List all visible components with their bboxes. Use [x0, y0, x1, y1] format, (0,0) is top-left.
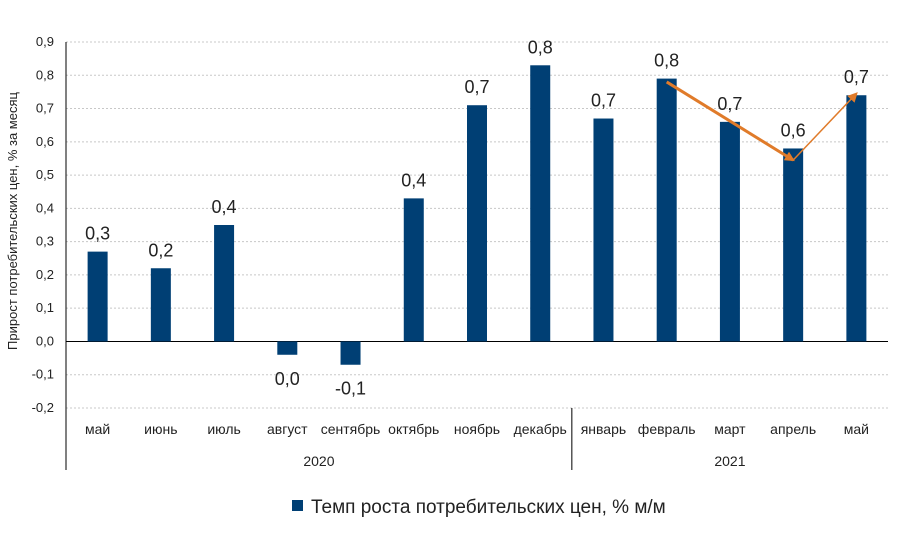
x-tick-label: июль: [207, 421, 240, 437]
data-label: 0,7: [717, 94, 742, 114]
bar: [214, 225, 235, 342]
bar: [467, 105, 487, 342]
annotations: [665, 80, 858, 162]
bar: [277, 341, 298, 355]
bar: [150, 268, 171, 342]
data-label: 0,7: [464, 77, 489, 97]
data-label: 0,8: [654, 51, 679, 71]
x-tick-label: июнь: [144, 421, 177, 437]
bar: [846, 95, 867, 342]
bar: [87, 251, 108, 342]
y-tick-label: 0,9: [36, 34, 54, 49]
bar: [593, 118, 614, 342]
x-tick-label: сентябрь: [321, 421, 381, 437]
x-tick-label: декабрь: [514, 421, 567, 437]
legend-label: Темп роста потребительских цен, % м/м: [311, 497, 666, 518]
data-labels: 0,3 0,2 0,4 0,0 -0,1 0,4 0,7 0,8 0,7 0,8 0,7 0,6 0,7: [85, 37, 869, 398]
bar: [530, 65, 551, 342]
data-label: 0,8: [528, 37, 553, 57]
y-tick-label: 0,5: [36, 167, 54, 182]
axes: -0,2 -0,1 0,0 0,1 0,2 0,3 0,4 0,5 0,6 0,7 0,8 0,9 ма…: [5, 34, 888, 470]
data-label: 0,0: [275, 369, 300, 389]
x-tick-label: апрель: [770, 421, 816, 437]
bar: [719, 121, 740, 342]
x-tick-label: январь: [581, 421, 626, 437]
legend: Темп роста потребительских цен, % м/м: [292, 497, 666, 518]
trend-arrow: [665, 80, 795, 162]
bar: [340, 341, 361, 365]
y-axis-title: Прирост потребительских цен, % за месяц: [5, 91, 20, 349]
x-tick-label: май: [85, 421, 110, 437]
y-tick-label: -0,1: [32, 367, 54, 382]
x-tick-label: август: [267, 421, 308, 437]
legend-swatch: [292, 500, 303, 511]
y-tick-label: 0,1: [36, 300, 54, 315]
data-label: 0,4: [401, 170, 426, 190]
y-tick-label: 0,6: [36, 134, 54, 149]
y-tick-label: -0,2: [32, 400, 54, 415]
y-tick-label: 0,8: [36, 67, 54, 82]
data-label: 0,4: [212, 197, 237, 217]
data-label: -0,1: [335, 379, 366, 399]
x-tick-label: октябрь: [388, 421, 439, 437]
y-tick-label: 0,7: [36, 101, 54, 116]
year-group-label: 2021: [714, 453, 745, 469]
bar: [783, 148, 804, 342]
data-label: 0,6: [781, 120, 806, 140]
x-tick-label: февраль: [638, 421, 696, 437]
y-tick-label: 0,3: [36, 234, 54, 249]
data-label: 0,7: [844, 67, 869, 87]
bars: [87, 65, 867, 365]
y-tick-label: 0,4: [36, 200, 54, 215]
bar: [656, 78, 677, 342]
y-tick-label: 0,2: [36, 267, 54, 282]
data-label: 0,2: [148, 240, 173, 260]
trend-arrow: [792, 92, 858, 161]
data-label: 0,3: [85, 224, 110, 244]
x-tick-label: март: [714, 421, 746, 437]
year-group-label: 2020: [303, 453, 334, 469]
gridlines: [66, 41, 888, 409]
data-label: 0,7: [591, 91, 616, 111]
y-tick-label: 0,0: [36, 333, 54, 348]
bar: [403, 198, 424, 342]
x-tick-label: ноябрь: [454, 421, 500, 437]
x-tick-label: май: [844, 421, 869, 437]
